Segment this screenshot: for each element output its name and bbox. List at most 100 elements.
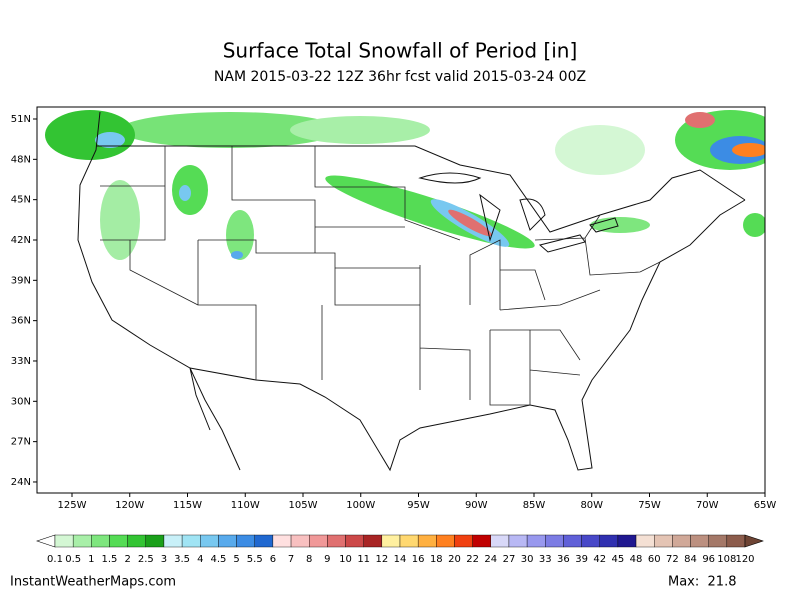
colorbar-label: 2.5 [138, 554, 154, 565]
colorbar-box [91, 534, 110, 548]
longitude-labels: 125W 120W 115W 110W 105W 100W 95W 90W 85W 80W 75W 7… [58, 493, 777, 511]
colorbar-box [454, 534, 473, 548]
colorbar-box [54, 534, 74, 548]
lon-label: 125W [58, 500, 87, 511]
colorbar-label: 0.1 [47, 554, 63, 565]
colorbar-box [72, 534, 92, 548]
colorbar-box [363, 534, 383, 548]
colorbar-box [545, 534, 564, 548]
colorbar-label: 22 [466, 554, 479, 565]
colorbar-label: 60 [648, 554, 661, 565]
colorbar-label: 30 [521, 554, 534, 565]
colorbar-box [563, 534, 582, 548]
map-background [37, 107, 765, 493]
colorbar-label: 2 [124, 554, 130, 565]
colorbar-box [399, 534, 419, 548]
colorbar-box [200, 534, 219, 548]
lon-label: 95W [407, 500, 430, 511]
lon-label: 70W [696, 500, 719, 511]
lon-label: 90W [465, 500, 488, 511]
colorbar-box [254, 534, 274, 548]
colorbar-box [508, 534, 528, 548]
colorbar-label: 72 [666, 554, 679, 565]
colorbar-box [181, 534, 201, 548]
colorbar-label: 3.5 [174, 554, 190, 565]
colorbar-box [381, 534, 401, 548]
colorbar-box [127, 534, 146, 548]
subtitle: NAM 2015-03-22 12Z 36hr fcst valid 2015-… [214, 69, 586, 85]
colorbar-box [218, 534, 237, 548]
source-credit: InstantWeatherMaps.com [10, 575, 176, 590]
colorbar-box [417, 534, 437, 548]
colorbar: 0.1 0.5 1 1.5 2 2.5 3 3.5 4 4.5 5 5.5 6 7 8 9 10 11 12 14 16… [36, 534, 764, 565]
colorbar-box [309, 534, 328, 548]
snowfall-shading [45, 110, 765, 260]
colorbar-box [599, 534, 619, 548]
colorbar-label: 1.5 [102, 554, 118, 565]
colorbar-label: 45 [612, 554, 625, 565]
colorbar-label: 5.5 [247, 554, 263, 565]
colorbar-box [490, 534, 510, 548]
colorbar-label: 36 [557, 554, 570, 565]
lat-label: 45N [11, 195, 31, 206]
lon-label: 110W [231, 500, 260, 511]
colorbar-label: 4 [197, 554, 203, 565]
map-area [36, 106, 766, 494]
colorbar-box [472, 534, 491, 548]
lon-label: 80W [580, 500, 603, 511]
colorbar-box [290, 534, 310, 548]
lat-label: 30N [11, 396, 31, 407]
boundaries [77, 111, 746, 472]
colorbar-end-high [744, 534, 764, 548]
latitude-labels: 51N 48N 45N 42N 39N 36N 33N 30N 27N 24N [11, 114, 37, 488]
colorbar-box [436, 534, 455, 548]
colorbar-label: 14 [394, 554, 407, 565]
colorbar-label: 24 [484, 554, 497, 565]
colorbar-box [345, 534, 364, 548]
colorbar-label: 0.5 [65, 554, 81, 565]
lat-label: 48N [11, 154, 31, 165]
colorbar-label: 7 [288, 554, 294, 565]
colorbar-label: 33 [539, 554, 552, 565]
lat-label: 51N [11, 114, 31, 125]
title: Surface Total Snowfall of Period [in] [223, 39, 578, 63]
colorbar-label: 4.5 [210, 554, 226, 565]
colorbar-label: 120 [735, 554, 754, 565]
lat-label: 42N [11, 235, 31, 246]
lat-label: 39N [11, 275, 31, 286]
colorbar-box [635, 534, 655, 548]
colorbar-label: 9 [324, 554, 330, 565]
colorbar-box [654, 534, 673, 548]
lon-label: 85W [523, 500, 546, 511]
colorbar-box [690, 534, 709, 548]
colorbar-label: 84 [684, 554, 697, 565]
colorbar-box [726, 534, 746, 548]
colorbar-label: 16 [412, 554, 425, 565]
lon-label: 105W [289, 500, 318, 511]
colorbar-label: 48 [630, 554, 643, 565]
colorbar-label: 1 [88, 554, 94, 565]
colorbar-box [526, 534, 546, 548]
colorbar-end-low [36, 534, 56, 548]
colorbar-label: 12 [375, 554, 388, 565]
colorbar-box [236, 534, 255, 548]
colorbar-box [145, 534, 165, 548]
colorbar-box [163, 534, 183, 548]
colorbar-box [272, 534, 292, 548]
colorbar-label: 42 [593, 554, 606, 565]
colorbar-label: 96 [702, 554, 715, 565]
lon-label: 65W [754, 500, 777, 511]
lon-label: 100W [346, 500, 375, 511]
colorbar-label: 27 [503, 554, 516, 565]
lat-label: 36N [11, 316, 31, 327]
colorbar-box [327, 534, 346, 548]
colorbar-label: 11 [357, 554, 370, 565]
colorbar-label: 18 [430, 554, 443, 565]
lon-label: 75W [638, 500, 661, 511]
colorbar-label: 10 [339, 554, 352, 565]
colorbar-label: 5 [233, 554, 239, 565]
colorbar-box [109, 534, 128, 548]
colorbar-box [708, 534, 728, 548]
max-value: Max: 21.8 [668, 575, 736, 590]
